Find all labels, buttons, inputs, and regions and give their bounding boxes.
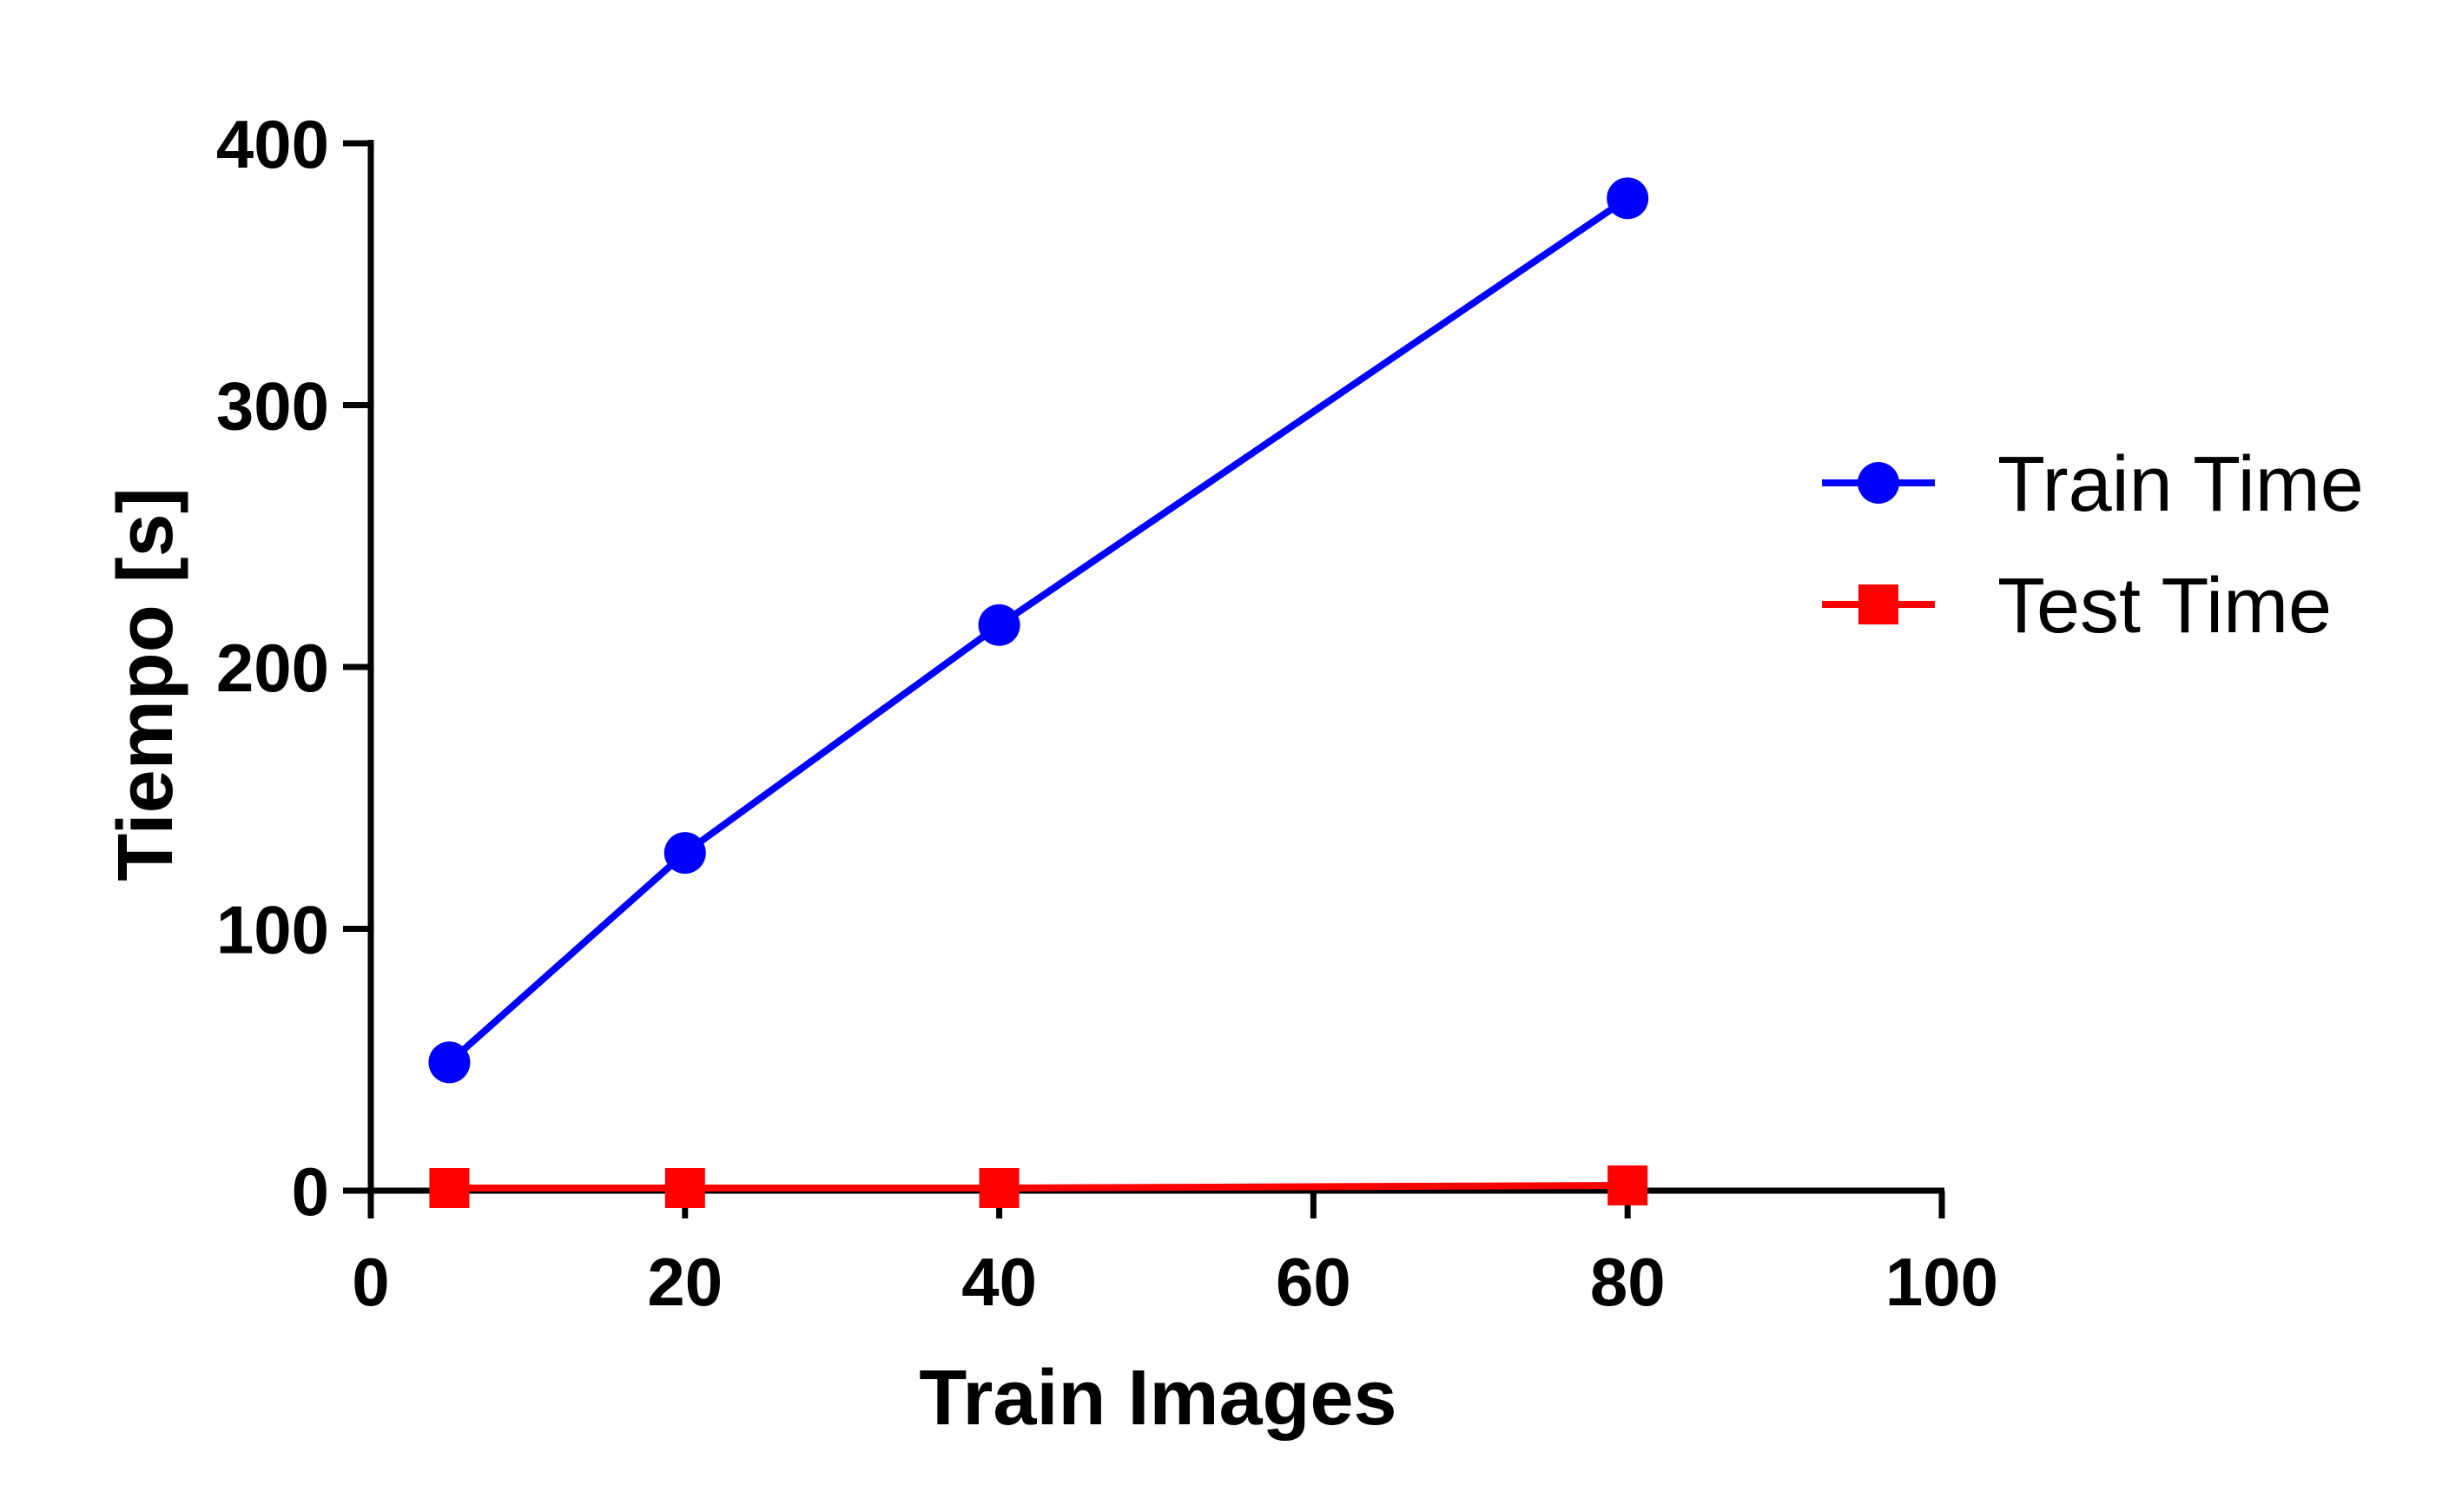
y-tick-label: 300 (216, 368, 329, 445)
y-tick-label: 100 (216, 892, 329, 968)
axes: 0 100 200 300 400 0 20 40 60 80 100 (216, 106, 1998, 1320)
legend-item: Train Time (1822, 441, 2364, 528)
series-line (446, 195, 1630, 1066)
x-tick-label: 80 (1590, 1244, 1666, 1320)
data-point (978, 604, 1020, 646)
legend-label: Test Time (1997, 563, 2332, 650)
x-tick-label: 40 (961, 1244, 1037, 1320)
data-point (1607, 177, 1649, 220)
x-tick-label: 20 (647, 1244, 723, 1320)
legend-label: Train Time (1997, 441, 2364, 528)
y-axis-title: Tiempo [s] (102, 487, 189, 881)
data-point (1607, 1165, 1648, 1205)
legend-marker (1858, 584, 1898, 624)
data-point (428, 1041, 471, 1084)
legend-marker (1858, 462, 1899, 504)
data-point (663, 832, 706, 875)
x-tick-label: 60 (1276, 1244, 1351, 1320)
data-point (979, 1167, 1020, 1208)
y-tick-label: 0 (292, 1153, 329, 1230)
legend-item: Test Time (1822, 563, 2332, 650)
data-point (664, 1167, 705, 1208)
x-tick-label: 0 (352, 1244, 389, 1320)
x-axis-title: Train Images (919, 1355, 1396, 1442)
series-line (449, 1181, 1628, 1192)
x-tick-label: 100 (1885, 1244, 1998, 1320)
y-tick-label: 200 (216, 630, 329, 706)
series-test-time (429, 1165, 1648, 1208)
y-tick-label: 400 (216, 106, 329, 182)
plot-area (428, 177, 1649, 1208)
data-point (429, 1167, 470, 1208)
legend: Train Time Test Time (1822, 441, 2364, 650)
series-train-time (428, 177, 1649, 1084)
